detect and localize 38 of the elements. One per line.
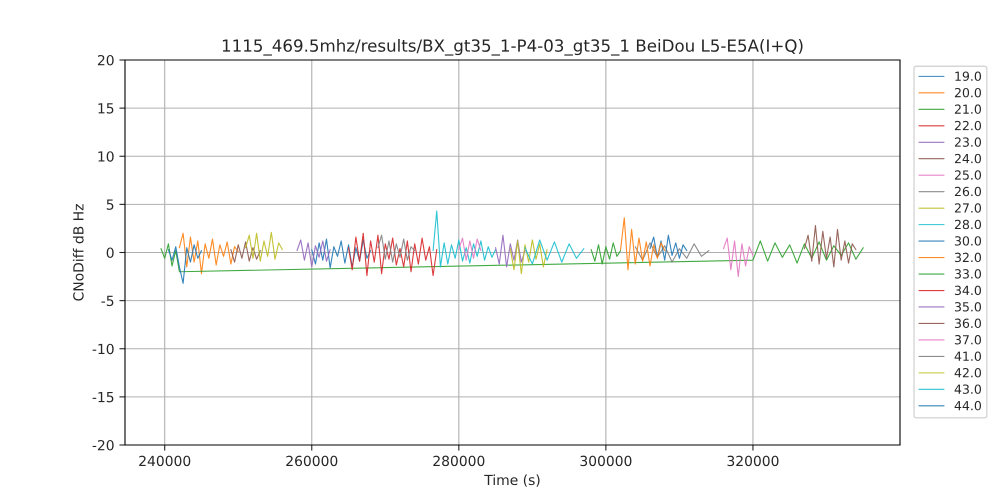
legend-label: 27.0 xyxy=(954,203,981,213)
y-tick-label: -5 xyxy=(101,296,114,306)
legend-label: 35.0 xyxy=(954,302,981,312)
legend-label: 42.0 xyxy=(954,368,981,378)
legend-label: 20.0 xyxy=(954,88,981,98)
legend-label: 19.0 xyxy=(955,71,981,81)
y-axis-title: CNoDiff dB Hz xyxy=(72,204,84,301)
legend-label: 37.0 xyxy=(954,335,981,344)
legend-label: 21.0 xyxy=(954,104,981,114)
x-axis-title: Time (s) xyxy=(484,474,540,487)
y-tick-label: 20 xyxy=(98,54,114,66)
legend-label: 25.0 xyxy=(954,170,981,180)
y-tick-label: -15 xyxy=(92,392,114,402)
y-tick-label: -20 xyxy=(92,440,114,450)
y-tick-label: 5 xyxy=(106,200,114,210)
y-tick-label: 15 xyxy=(98,103,114,114)
legend-label: 23.0 xyxy=(954,137,981,147)
legend-label: 26.0 xyxy=(954,186,981,196)
x-tick-label: 260000 xyxy=(286,456,338,466)
legend-label: 43.0 xyxy=(954,384,981,394)
x-tick-label: 280000 xyxy=(433,456,484,466)
x-tick-label: 300000 xyxy=(580,456,632,466)
legend-label: 44.0 xyxy=(954,400,981,410)
legend-label: 32.0 xyxy=(954,252,981,262)
legend-label: 34.0 xyxy=(954,286,981,296)
legend-label: 24.0 xyxy=(954,154,981,164)
x-tick-label: 320000 xyxy=(727,456,779,466)
y-tick-label: 0 xyxy=(106,247,114,258)
chart-title: 1115_469.5mhz/results/BX_gt35_1-P4-03_gt35_1 BeiDou L5-E5A(I+Q) xyxy=(222,39,803,56)
legend-label: 33.0 xyxy=(954,269,981,279)
legend-label: 30.0 xyxy=(954,236,981,246)
y-tick-label: -10 xyxy=(92,344,114,354)
legend-label: 41.0 xyxy=(954,352,981,361)
legend-label: 36.0 xyxy=(954,318,981,328)
legend-label: 28.0 xyxy=(954,220,981,230)
y-tick-label: 10 xyxy=(98,151,114,162)
legend-label: 22.0 xyxy=(954,120,981,130)
x-tick-label: 240000 xyxy=(139,456,190,466)
